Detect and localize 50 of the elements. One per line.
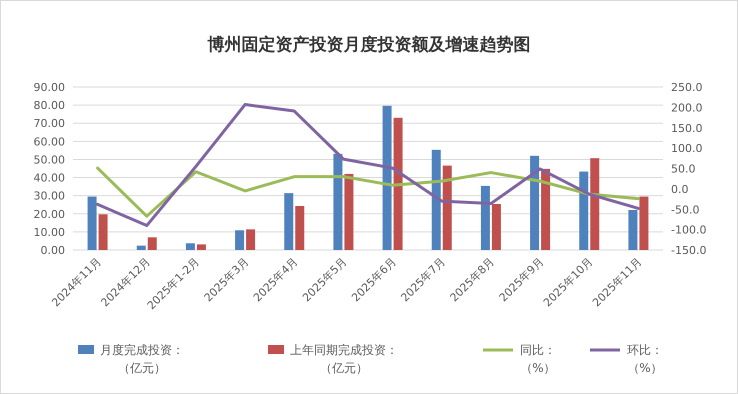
y2-tick-label: -100.0 [671, 224, 706, 237]
bar [394, 118, 403, 250]
y2-tick-label: 0.0 [671, 182, 688, 196]
bar [284, 193, 294, 250]
bar [541, 168, 550, 250]
bar [480, 186, 490, 250]
bar [246, 229, 256, 250]
y-tick-label: 30.00 [34, 190, 65, 203]
line-series [96, 103, 640, 228]
y-tick-label: 60.00 [34, 135, 65, 148]
bar [344, 174, 354, 250]
bar [136, 246, 146, 250]
bar [98, 214, 108, 250]
bar [492, 204, 501, 250]
legend-label: 月度完成投资：（亿元） [99, 342, 185, 377]
legend-label: 环比：（%） [626, 342, 664, 377]
bar [628, 210, 638, 250]
bar [530, 156, 540, 250]
chart-title: 博州固定资产投资月度投资额及增速趋势图 [206, 35, 530, 55]
bar [295, 206, 304, 250]
y-tick-label: 0.00 [40, 244, 65, 257]
y2-tick-label: -150.0 [671, 244, 706, 257]
y2-tick-label: 100.0 [671, 142, 702, 156]
bar [235, 230, 244, 250]
bar [639, 196, 648, 250]
bar [432, 150, 441, 250]
bar [442, 166, 452, 250]
y2-tick-label: 50.0 [671, 162, 696, 176]
bar [590, 158, 600, 250]
bar [186, 243, 195, 250]
bar [579, 172, 588, 250]
y-tick-label: 90.00 [34, 81, 65, 94]
line-series [96, 166, 640, 218]
legend-label: 上年同期完成投资：（亿元） [289, 342, 399, 377]
y-tick-label: 80.00 [34, 99, 65, 112]
y-tick-label: 10.00 [34, 226, 65, 239]
bar [148, 237, 157, 250]
bar [88, 196, 97, 250]
y-tick-label: 20.00 [34, 208, 65, 221]
legend-label: 同比：（%） [519, 342, 557, 377]
y-tick-label: 50.00 [34, 153, 65, 166]
bar [333, 154, 342, 250]
y2-tick-label: 250.0 [671, 81, 702, 94]
y2-tick-label: 150.0 [671, 122, 702, 135]
y2-tick-label: -50.0 [671, 203, 700, 216]
y-tick-label: 40.00 [34, 172, 65, 185]
bar [196, 244, 206, 250]
y2-tick-label: 200.0 [671, 101, 702, 114]
bar [382, 106, 392, 250]
y-tick-label: 70.00 [34, 117, 65, 130]
